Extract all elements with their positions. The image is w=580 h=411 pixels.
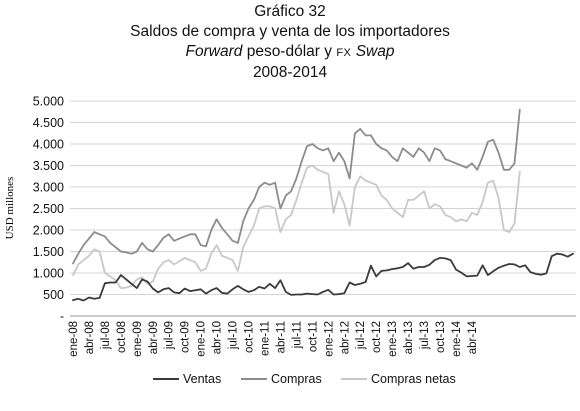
y-tick-label: 4.500 <box>33 116 64 130</box>
legend-swatch-ventas <box>153 378 179 380</box>
legend-swatch-compras <box>241 378 267 380</box>
y-tick-label: 5.000 <box>33 95 64 109</box>
x-tick-label: jul-08 <box>100 321 112 350</box>
chart-title-number: Gráfico 32 <box>254 3 326 20</box>
x-tick-label: oct-10 <box>244 321 256 353</box>
x-tick-label: ene-10 <box>196 321 208 357</box>
x-tick-label: abr-08 <box>84 321 96 354</box>
x-tick-label: ene-11 <box>259 321 271 356</box>
x-tick-label: ene-08 <box>68 321 80 357</box>
y-axis-label: USD millones <box>4 177 16 240</box>
chart-subtitle: Forward peso-dólar y FX Swap <box>0 42 580 63</box>
legend-label-compras-netas: Compras netas <box>371 372 456 386</box>
series-lines <box>72 108 574 302</box>
x-tick-label: jul-10 <box>228 321 240 350</box>
chart-title: Saldos de compra y venta de los importad… <box>130 23 450 40</box>
subtitle-fx: FX <box>336 47 352 59</box>
y-tick-label: 1.500 <box>33 245 64 259</box>
y-tick-label: 2.000 <box>33 224 64 238</box>
x-tick-label: abr-11 <box>275 321 287 353</box>
x-tick-label: oct-08 <box>116 321 128 353</box>
subtitle-middle: peso-dólar y <box>242 43 337 60</box>
y-tick-label: 3.500 <box>33 159 64 173</box>
y-tick-label: 3.000 <box>33 181 64 195</box>
x-tick-label: abr-09 <box>148 321 160 354</box>
y-tick-label: - <box>60 310 64 324</box>
x-tick-label: jul-11 <box>291 321 303 349</box>
y-tick-label: 4.000 <box>33 138 64 152</box>
gridlines <box>70 100 576 295</box>
x-tick-label: oct-13 <box>435 321 447 353</box>
chart-period: 2008-2014 <box>252 64 328 81</box>
series-line-compras-netas <box>72 164 521 290</box>
x-axis-ticks: ene-08 abr-08 jul-08 oct-08 ene-09 abr-09 jul-… <box>68 320 479 356</box>
x-tick-label: abr-14 <box>467 320 479 354</box>
x-tick-label: jul-13 <box>419 321 431 350</box>
series-line-compras <box>72 108 521 265</box>
legend-item-ventas: Ventas <box>153 372 221 386</box>
x-tick-label: abr-10 <box>212 321 224 354</box>
x-tick-label: jul-09 <box>164 321 176 350</box>
x-tick-label: oct-12 <box>371 321 383 353</box>
y-tick-label: 500 <box>43 288 64 302</box>
x-tick-label: ene-09 <box>132 321 144 357</box>
subtitle-swap: Swap <box>355 43 395 60</box>
legend-label-compras: Compras <box>271 372 322 386</box>
x-tick-label: abr-13 <box>403 321 415 354</box>
y-axis-ticks: - 500 1.000 1.500 2.000 2.500 3.000 3.500 4.000 4… <box>33 95 64 324</box>
y-tick-label: 2.500 <box>33 202 64 216</box>
x-tick-label: ene-12 <box>323 321 335 357</box>
series-line-ventas <box>72 252 574 302</box>
x-tick-label: ene-13 <box>387 321 399 357</box>
x-tick-label: ene-14 <box>451 320 463 356</box>
x-tick-label: oct-11 <box>307 321 319 352</box>
legend-item-compras-netas: Compras netas <box>341 372 456 386</box>
legend-swatch-compras-netas <box>341 378 367 380</box>
legend-label-ventas: Ventas <box>183 372 222 386</box>
y-tick-label: 1.000 <box>33 267 64 281</box>
x-tick-label: oct-09 <box>180 321 192 353</box>
subtitle-forward: Forward <box>185 43 243 60</box>
chart-title-block: Gráfico 32 Saldos de compra y venta de l… <box>0 2 580 83</box>
x-tick-label: jul-12 <box>355 321 367 350</box>
legend-item-compras: Compras <box>241 372 322 386</box>
x-tick-label: abr-12 <box>339 321 351 354</box>
legend: Ventas Compras Compras netas <box>0 372 580 392</box>
